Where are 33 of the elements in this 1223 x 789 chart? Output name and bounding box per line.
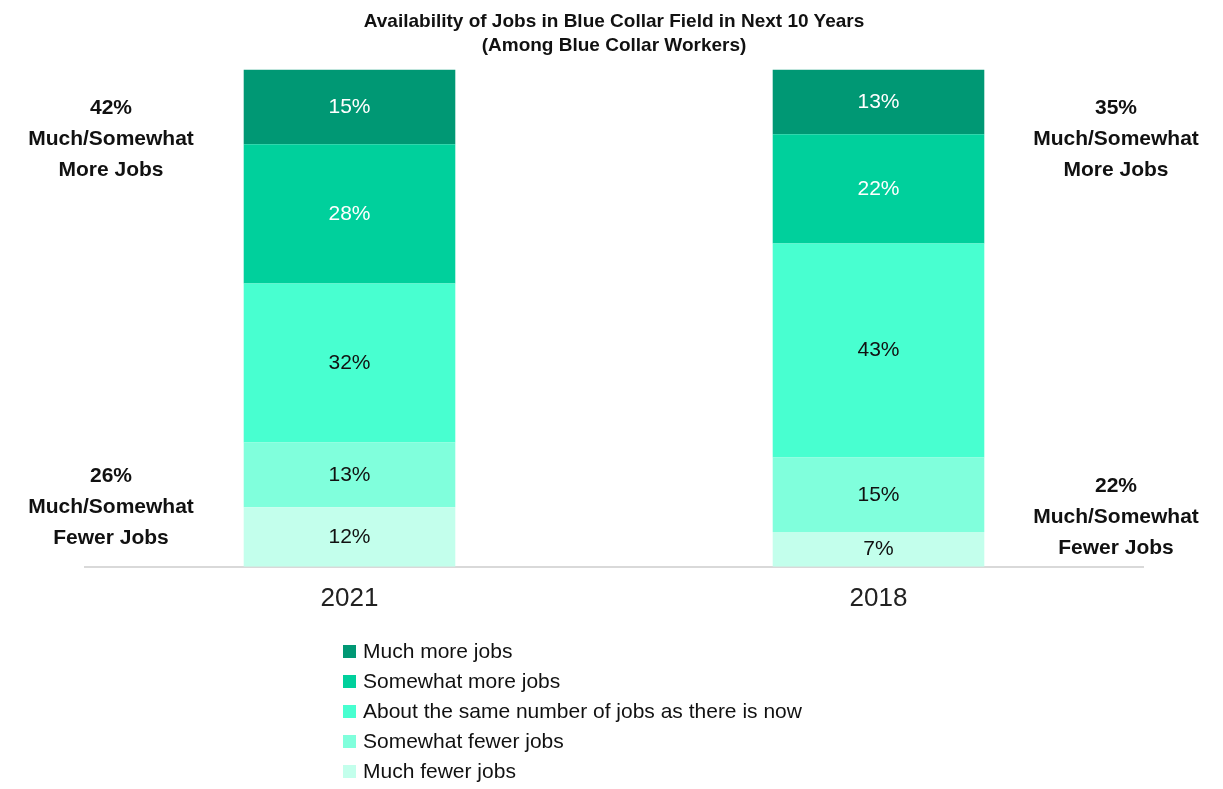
bar bbox=[243, 442, 456, 508]
data-label: 12% bbox=[328, 523, 371, 547]
legend-label: About the same number of jobs as there is now bbox=[363, 699, 802, 723]
bar bbox=[772, 532, 985, 567]
bar bbox=[772, 243, 985, 458]
bar bbox=[772, 457, 985, 532]
legend-label: Much fewer jobs bbox=[363, 759, 516, 783]
x-tick-label: 2018 bbox=[849, 581, 908, 612]
data-label: 43% bbox=[857, 337, 900, 361]
data-label: 28% bbox=[328, 200, 371, 224]
bar bbox=[243, 69, 456, 145]
bar bbox=[772, 134, 985, 244]
chart-subtitle: (Among Blue Collar Workers) bbox=[481, 34, 747, 56]
data-label: 7% bbox=[863, 536, 894, 560]
annotation: 42% Much/Somewhat More Jobs bbox=[28, 95, 194, 180]
bar bbox=[772, 69, 985, 135]
data-label: 22% bbox=[857, 175, 900, 199]
bar bbox=[243, 144, 456, 284]
legend-label: Somewhat more jobs bbox=[363, 669, 561, 693]
data-label: 15% bbox=[328, 93, 371, 117]
x-tick-label: 2021 bbox=[320, 581, 379, 612]
chart-title: Availability of Jobs in Blue Collar Field in Next 10 Years bbox=[363, 9, 865, 31]
bar bbox=[243, 507, 456, 567]
legend-label: Much more jobs bbox=[363, 639, 513, 663]
data-label: 15% bbox=[857, 481, 900, 505]
annotation: 22% Much/Somewhat Fewer Jobs bbox=[1033, 472, 1199, 558]
bar bbox=[243, 283, 456, 443]
annotation: 26% Much/Somewhat Fewer Jobs bbox=[28, 462, 194, 548]
data-label: 32% bbox=[328, 349, 371, 373]
legend-label: Somewhat fewer jobs bbox=[363, 729, 564, 753]
data-label: 13% bbox=[857, 88, 900, 112]
data-label: 13% bbox=[328, 461, 371, 485]
annotation: 35% Much/Somewhat More Jobs bbox=[1033, 95, 1199, 180]
